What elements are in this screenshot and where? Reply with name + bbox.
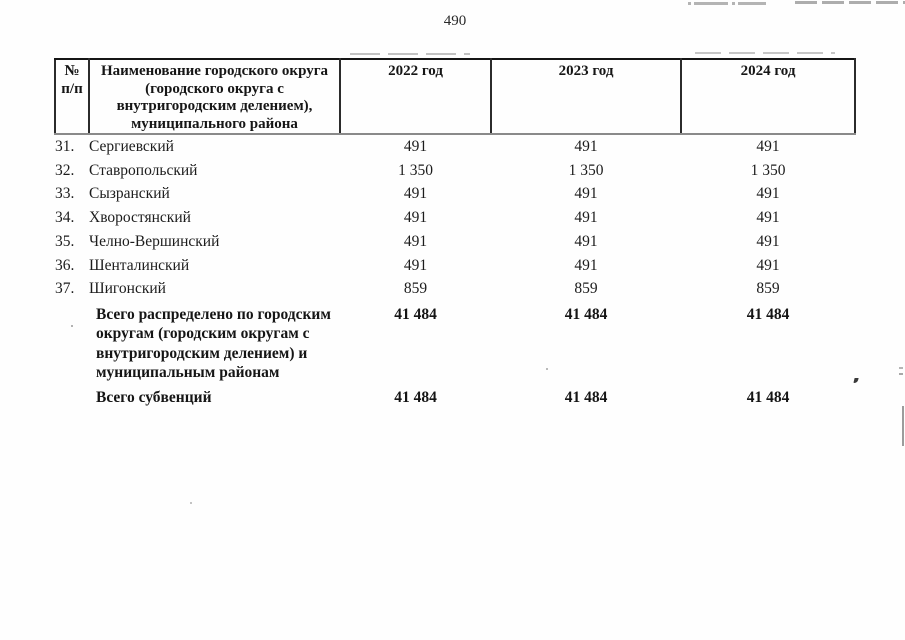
row-number-cell: 32. bbox=[55, 161, 75, 179]
value-2022-cell: 491 bbox=[403, 256, 428, 274]
value-2023-cell: 491 bbox=[574, 185, 598, 203]
value-2023-cell: 41 484 bbox=[564, 388, 608, 406]
value-2024-cell: 491 bbox=[756, 232, 780, 250]
scan-artifact-edge-line bbox=[902, 406, 904, 446]
value-2024-cell: 491 bbox=[756, 185, 780, 203]
row-name-cell: Челно-Вершинский bbox=[89, 232, 220, 250]
row-number-cell: 34. bbox=[55, 209, 75, 227]
value-2022-cell: 491 bbox=[403, 185, 428, 203]
value-2022-cell: 859 bbox=[403, 280, 428, 298]
table-row: 33. Сызранский 491 491 491 bbox=[55, 182, 855, 206]
value-2022-cell: 41 484 bbox=[394, 388, 437, 406]
table-row: 35. Челно-Вершинский 491 491 491 bbox=[55, 230, 855, 254]
scan-artifact-dash bbox=[795, 1, 905, 4]
value-2024-cell: 1 350 bbox=[750, 161, 786, 179]
value-2024-cell: 491 bbox=[756, 256, 780, 274]
header-cell-num: № п/п bbox=[54, 58, 90, 135]
value-2022-cell: 491 bbox=[403, 232, 428, 250]
value-2023-cell: 491 bbox=[574, 256, 598, 274]
value-2024-cell: 41 484 bbox=[746, 305, 790, 323]
value-2023-cell: 1 350 bbox=[568, 161, 604, 179]
row-name-cell: Шигонский bbox=[89, 280, 166, 298]
header-cell-2023: 2023 год bbox=[490, 58, 682, 135]
subventions-table: № п/п Наименование городского округа (го… bbox=[54, 58, 856, 407]
row-name-cell: Сызранский bbox=[89, 185, 170, 203]
value-2023-cell: 41 484 bbox=[564, 305, 608, 323]
value-2022-cell: 1 350 bbox=[398, 161, 433, 179]
scan-artifact-edge-tick bbox=[899, 373, 903, 375]
value-2024-cell: 41 484 bbox=[746, 388, 790, 406]
value-2022-cell: 41 484 bbox=[394, 305, 437, 323]
row-name-cell: Хворостянский bbox=[89, 209, 191, 227]
header-cell-2024: 2024 год bbox=[680, 58, 856, 135]
value-2023-cell: 491 bbox=[574, 232, 598, 250]
table-header: № п/п Наименование городского округа (го… bbox=[54, 58, 856, 135]
value-2022-cell: 491 bbox=[403, 138, 428, 155]
value-2024-cell: 491 bbox=[756, 209, 780, 227]
table-row: 31. Сергиевский 491 491 491 bbox=[55, 134, 855, 159]
header-cell-name: Наименование городского округа (городско… bbox=[88, 58, 341, 135]
row-number-cell bbox=[55, 383, 89, 407]
row-number-cell bbox=[55, 301, 89, 383]
row-name-cell: Шенталинский bbox=[89, 256, 190, 274]
total-distributed-row: Всего распределено по городским округам … bbox=[55, 301, 855, 383]
row-name-cell: Ставропольский bbox=[89, 161, 198, 179]
table-row: 34. Хворостянский 491 491 491 bbox=[55, 206, 855, 230]
row-number-cell: 37. bbox=[55, 280, 75, 298]
table-row: 37. Шигонский 859 859 859 bbox=[55, 277, 855, 301]
table-row: 36. Шенталинский 491 491 491 bbox=[55, 254, 855, 278]
scan-artifact-dash bbox=[695, 52, 835, 54]
header-cell-2022: 2022 год bbox=[339, 58, 492, 135]
total-label-cell: Всего субвенций bbox=[96, 388, 212, 406]
row-number-cell: 31. bbox=[55, 138, 75, 155]
row-number-cell: 33. bbox=[55, 185, 75, 203]
value-2024-cell: 859 bbox=[756, 280, 780, 298]
page-number: 490 bbox=[443, 13, 467, 29]
value-2023-cell: 491 bbox=[574, 138, 598, 155]
value-2023-cell: 491 bbox=[574, 209, 598, 227]
total-subventions-row: Всего субвенций 41 484 41 484 41 484 bbox=[55, 383, 855, 407]
row-name-cell: Сергиевский bbox=[89, 138, 174, 155]
scan-artifact-speck bbox=[190, 502, 192, 504]
value-2024-cell: 491 bbox=[756, 138, 780, 155]
total-label-cell: Всего распределено по городским округам … bbox=[96, 305, 331, 382]
value-2023-cell: 859 bbox=[574, 280, 598, 298]
table-row: 32. Ставропольский 1 350 1 350 1 350 bbox=[55, 159, 855, 183]
scan-artifact-dash bbox=[688, 2, 766, 5]
row-number-cell: 35. bbox=[55, 232, 75, 250]
scan-artifact-dash bbox=[350, 53, 470, 55]
value-2022-cell: 491 bbox=[403, 209, 428, 227]
row-number-cell: 36. bbox=[55, 256, 75, 274]
